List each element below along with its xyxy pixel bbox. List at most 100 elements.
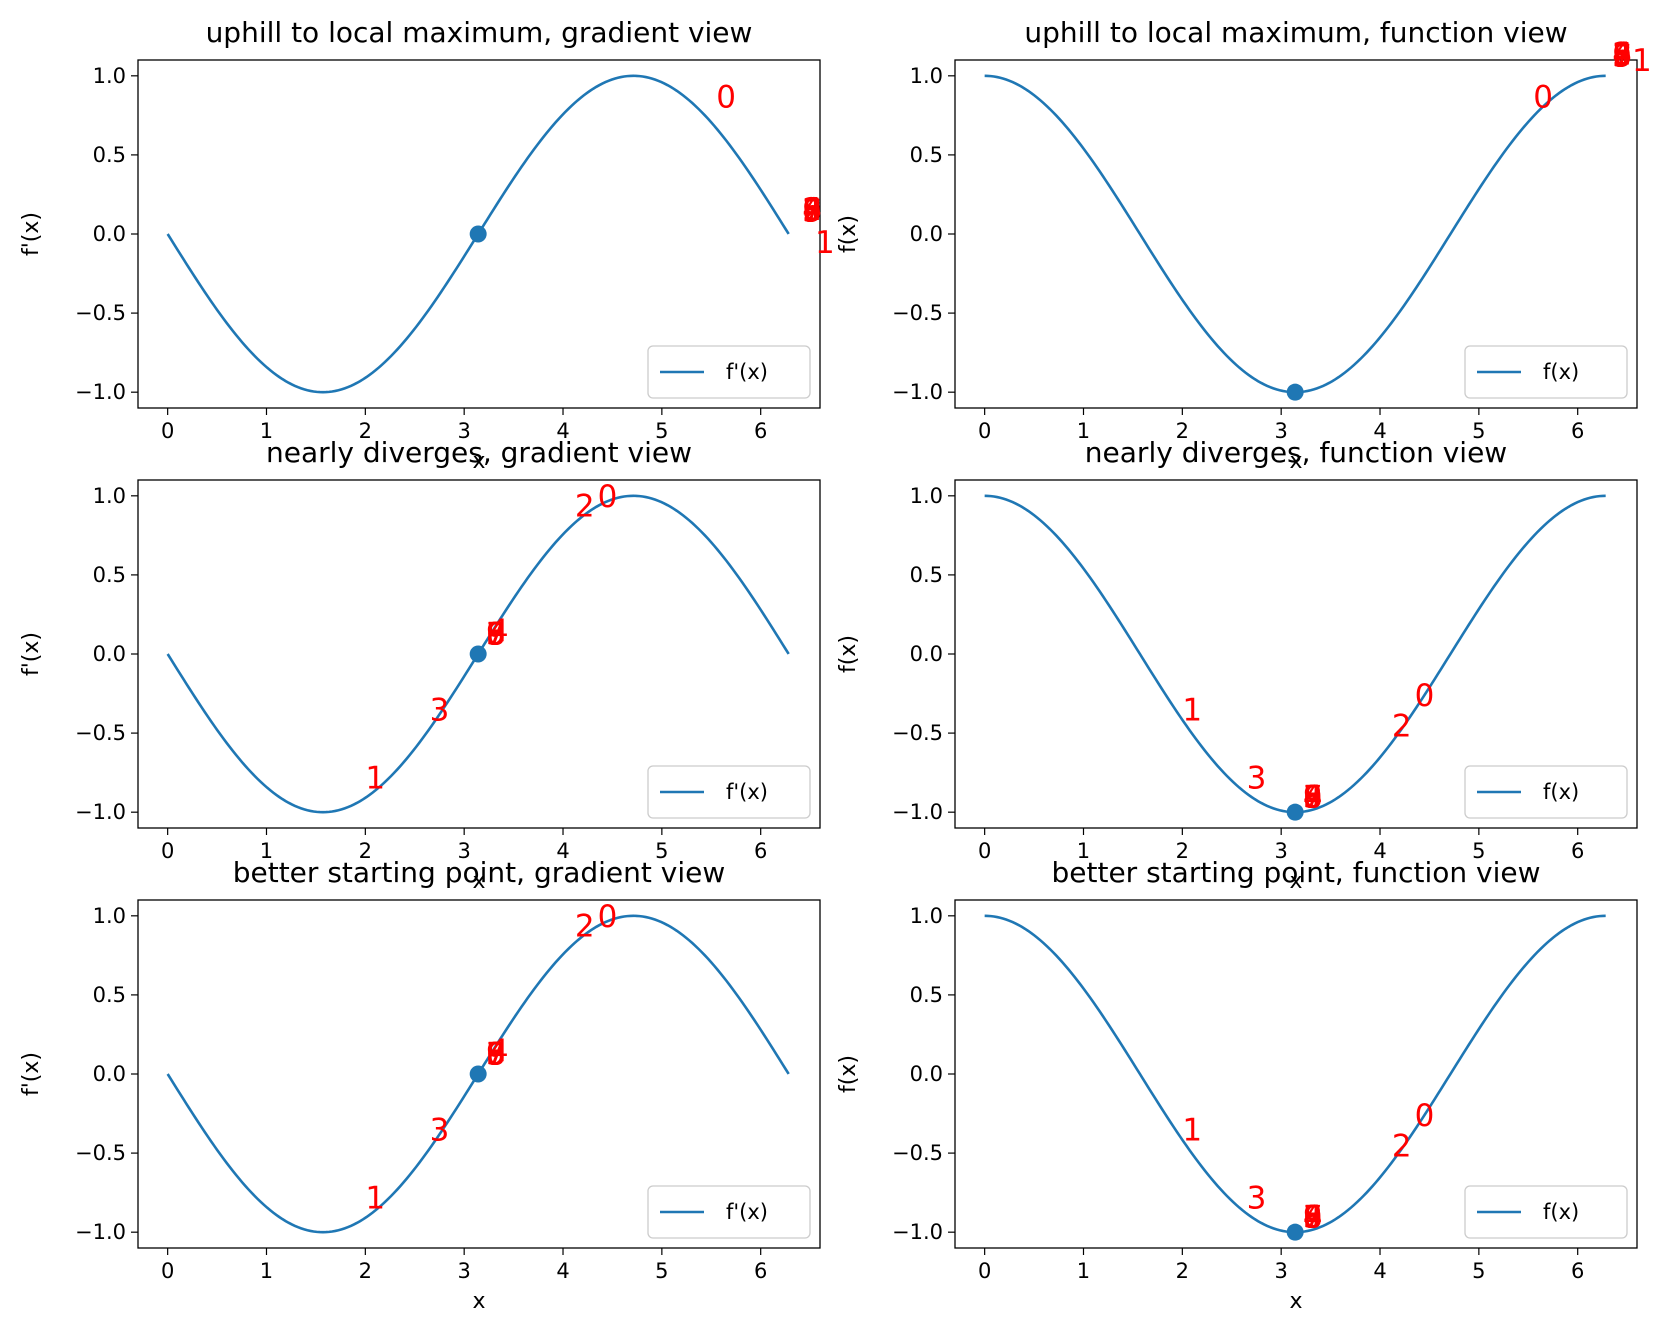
legend-box [647,1185,811,1239]
legend-label: f(x) [1543,1200,1579,1224]
iteration-label: 3 [802,193,822,229]
iteration-label: 3 [1612,38,1632,74]
iteration-label: 9 [1303,1199,1323,1235]
y-tick-label: −1.0 [75,380,126,404]
y-tick-label: 1.0 [93,904,126,928]
y-axis-label: f'(x) [19,1052,44,1096]
x-tick-label: 1 [1077,419,1090,443]
iteration-label: 1 [1182,692,1202,728]
y-axis-label: f(x) [836,635,861,673]
y-tick-label: −0.5 [892,721,943,745]
chart-title: nearly diverges, gradient view [266,436,692,469]
chart-title: uphill to local maximum, function view [1024,16,1567,49]
legend: f(x) [1464,765,1628,819]
y-tick-label: −0.5 [892,1141,943,1165]
x-tick-label: 1 [260,1259,273,1283]
x-tick-label: 4 [556,839,569,863]
y-tick-label: 0.5 [93,563,126,587]
iteration-label: 7 [1303,1199,1323,1235]
x-tick-label: 5 [655,1259,668,1283]
x-tick-label: 3 [1274,419,1287,443]
x-tick-label: 0 [161,839,174,863]
iteration-label: 4 [1303,779,1323,815]
y-tick-label: −0.5 [75,1141,126,1165]
x-axis-label: x [1289,869,1302,894]
y-tick-label: 0.0 [910,1062,943,1086]
iteration-label: 7 [1303,779,1323,815]
x-tick-label: 3 [1274,839,1287,863]
x-tick-label: 0 [978,419,991,443]
chart-title: better starting point, function view [1052,856,1541,889]
x-tick-label: 4 [1373,419,1386,443]
iteration-label: 1 [1182,1112,1202,1148]
x-tick-label: 0 [978,839,991,863]
iteration-label: 8 [1303,779,1323,815]
x-tick-label: 4 [556,419,569,443]
x-tick-label: 2 [1176,1259,1189,1283]
y-tick-label: 0.5 [93,143,126,167]
y-tick-label: 1.0 [910,484,943,508]
iteration-label: 4 [489,613,509,649]
x-tick-label: 5 [1472,1259,1485,1283]
iteration-label: 4 [1303,1199,1323,1235]
marker-point [1286,803,1304,821]
y-tick-label: −0.5 [75,301,126,325]
x-tick-label: 4 [1373,1259,1386,1283]
iteration-label: 5 [1612,38,1632,74]
x-axis-label: x [472,1289,485,1314]
iteration-label: 0 [598,899,618,935]
y-tick-label: 1.0 [93,64,126,88]
iteration-label: 9 [1303,779,1323,815]
y-tick-label: 0.0 [93,222,126,246]
legend-label: f(x) [1543,360,1579,384]
iteration-label: 6 [1303,779,1323,815]
x-tick-label: 5 [1472,839,1485,863]
legend-label: f'(x) [726,780,768,804]
iteration-label: 8 [486,617,506,653]
marker-point [1286,1223,1304,1241]
iteration-label: 4 [489,1033,509,1069]
iteration-label: 5 [1303,779,1323,815]
x-tick-label: 1 [1077,839,1090,863]
x-tick-label: 6 [1571,1259,1584,1283]
y-tick-label: 0.5 [910,563,943,587]
x-tick-label: 6 [1571,419,1584,443]
iteration-label: 1 [815,225,835,261]
iteration-label: 1 [1632,43,1652,79]
iteration-label: 7 [486,1037,506,1073]
x-tick-label: 2 [1176,419,1189,443]
legend: f'(x) [647,1185,811,1239]
y-tick-label: 1.0 [910,64,943,88]
iteration-label: 9 [486,617,506,653]
chart-title: nearly diverges, function view [1085,436,1507,469]
iteration-label: 5 [802,193,822,229]
legend-box [1464,345,1628,399]
iteration-label: 0 [1415,1098,1435,1134]
x-tick-label: 6 [1571,839,1584,863]
legend: f(x) [1464,345,1628,399]
legend-box [647,765,811,819]
iteration-label: 3 [430,1112,450,1148]
iteration-label: 2 [802,192,822,228]
legend-label: f'(x) [726,1200,768,1224]
iteration-label: 7 [486,617,506,653]
iteration-label: 6 [486,617,506,653]
iteration-label: 6 [486,1037,506,1073]
iteration-label: 2 [1612,37,1632,73]
y-tick-label: −1.0 [75,1220,126,1244]
x-tick-label: 5 [1472,419,1485,443]
marker-point [1286,383,1304,401]
x-tick-label: 0 [978,1259,991,1283]
x-tick-label: 6 [754,1259,767,1283]
marker-point [469,225,487,243]
y-tick-label: −0.5 [75,721,126,745]
iteration-label: 9 [1612,38,1632,74]
x-tick-label: 1 [1077,1259,1090,1283]
x-tick-label: 3 [1274,1259,1287,1283]
iteration-label: 0 [1415,678,1435,714]
y-tick-label: 0.5 [910,983,943,1007]
x-tick-label: 6 [754,839,767,863]
